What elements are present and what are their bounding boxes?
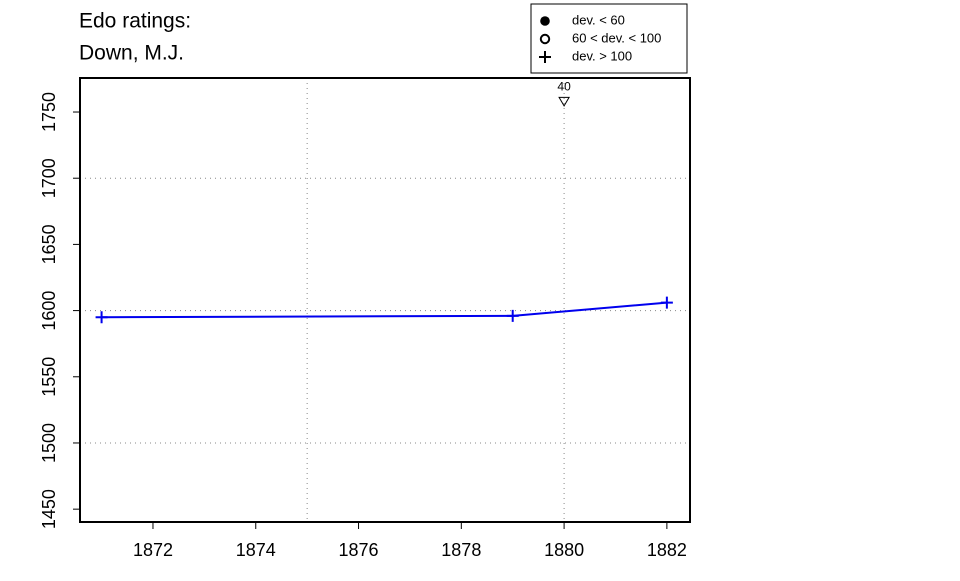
annotation-marker [558,96,570,107]
point-marker [660,296,673,309]
y-tick-label: 1550 [39,357,59,397]
chart-title: Edo ratings: [79,10,191,33]
x-tick-label: 1880 [544,540,584,560]
x-tick-label: 1872 [133,540,173,560]
legend-marker [540,16,550,26]
x-tick-label: 1874 [236,540,276,560]
annotation-label: 40 [557,80,571,94]
legend-box [530,3,688,74]
legend-marker [539,33,551,45]
y-tick-label: 1750 [39,92,59,132]
y-tick-label: 1600 [39,291,59,331]
chart-subtitle: Down, M.J. [79,42,184,65]
x-tick-label: 1876 [339,540,379,560]
legend-marker [539,51,551,63]
y-tick-label: 1450 [39,489,59,529]
y-tick-label: 1500 [39,423,59,463]
legend-label: 60 < dev. < 100 [572,30,661,45]
legend-label: dev. > 100 [572,48,632,63]
plot-frame [79,77,691,523]
x-tick-label: 1882 [647,540,687,560]
y-tick-label: 1650 [39,224,59,264]
legend-label: dev. < 60 [572,12,625,27]
x-tick-label: 1878 [441,540,481,560]
series-line [101,301,667,319]
y-tick-label: 1700 [39,158,59,198]
point-marker [506,309,519,322]
point-marker [95,311,108,324]
